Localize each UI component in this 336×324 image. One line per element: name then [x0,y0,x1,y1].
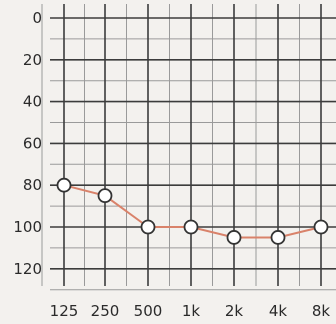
x-tick-label: 250 [91,302,120,320]
x-tick-label: 500 [134,302,163,320]
series-layer [56,177,329,245]
y-axis-ticks: 0 20 40 60 80 100 120 [13,9,42,278]
data-point [226,230,242,245]
x-tick-label: 8k [312,302,331,320]
y-tick-label: 100 [13,218,42,236]
y-tick-label: 0 [32,9,42,27]
y-tick-label: 40 [23,93,42,111]
x-axis-ticks: 125 250 500 1k 2k 4k 8k [50,302,331,320]
data-point [313,219,329,235]
x-tick-label: 4k [269,302,288,320]
data-point [140,219,156,235]
major-grid [50,4,336,286]
x-tick-label: 125 [50,302,79,320]
y-tick-label: 60 [23,134,42,152]
y-tick-label: 80 [23,176,42,194]
data-point [97,188,113,204]
y-tick-label: 120 [13,260,42,278]
x-tick-label: 2k [225,302,244,320]
minor-grid [41,4,336,291]
y-tick-label: 20 [23,51,42,69]
data-point [270,230,286,245]
x-tick-label: 1k [182,302,201,320]
data-point [183,219,199,235]
data-point [56,177,72,193]
